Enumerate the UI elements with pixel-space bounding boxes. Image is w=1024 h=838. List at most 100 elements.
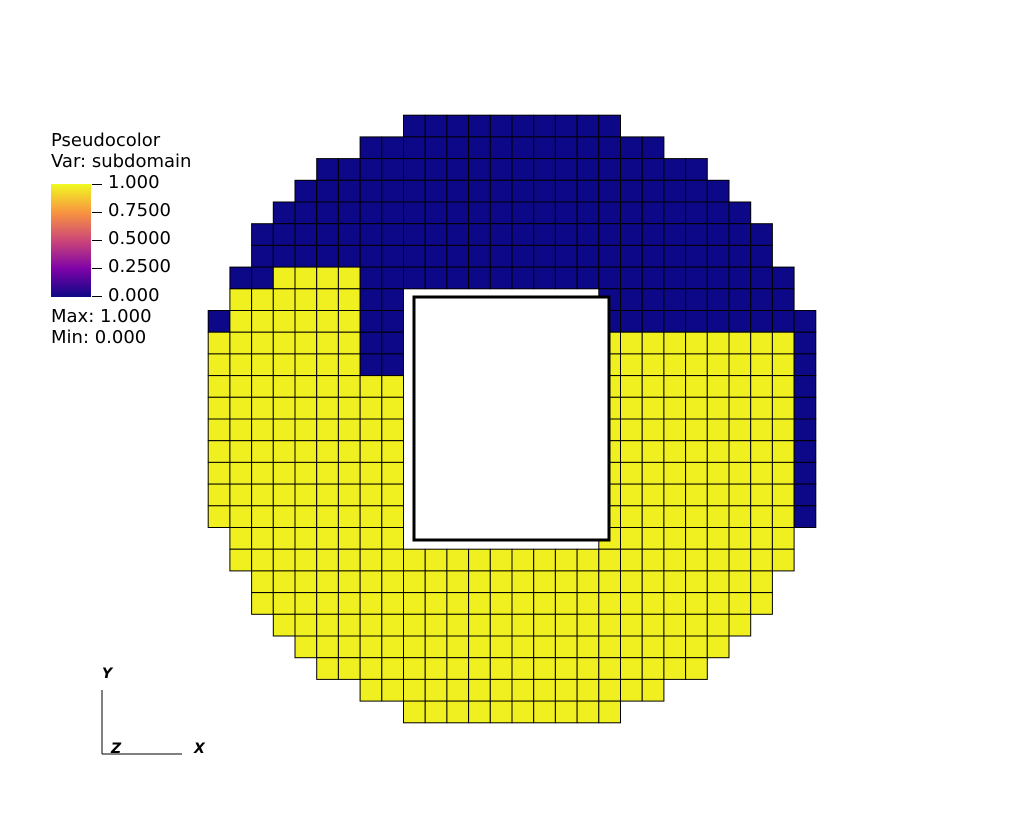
- mesh-cell: [446, 700, 470, 724]
- mesh-cell: [489, 592, 513, 615]
- mesh-cell: [489, 548, 513, 572]
- mesh-cell: [424, 266, 448, 290]
- mesh-cell: [576, 592, 600, 615]
- mesh-cell: [598, 136, 621, 160]
- mesh-cell: [424, 201, 448, 225]
- mesh-cell: [337, 223, 361, 246]
- mesh-cell: [554, 700, 578, 724]
- mesh-cell: [663, 570, 687, 594]
- mesh-cell: [641, 483, 665, 507]
- mesh-cell: [576, 136, 600, 160]
- mesh-cell: [381, 201, 404, 225]
- mesh-cell: [511, 136, 535, 160]
- mesh-cell: [381, 179, 404, 203]
- mesh-cell: [272, 548, 296, 572]
- mesh-cell: [359, 179, 383, 203]
- mesh-cell: [793, 461, 817, 485]
- mesh-cell: [533, 678, 556, 702]
- mesh-cell: [381, 483, 404, 507]
- mesh-cell: [641, 201, 665, 225]
- mesh-cell: [685, 244, 708, 268]
- colorbar-tick-label: 0.000: [108, 285, 160, 306]
- mesh-cell: [511, 179, 535, 203]
- mesh-cell: [554, 244, 578, 268]
- mesh-cell: [641, 461, 665, 485]
- mesh-cell: [620, 375, 643, 398]
- mesh-cell: [685, 288, 708, 311]
- mesh-cell: [403, 678, 426, 702]
- mesh-cell: [576, 700, 600, 724]
- mesh-cell: [685, 440, 708, 463]
- mesh-cell: [663, 505, 687, 528]
- mesh-cell: [403, 179, 426, 203]
- mesh-cell: [424, 179, 448, 203]
- mesh-cell: [750, 310, 773, 333]
- mesh-cell: [554, 114, 578, 138]
- mesh-cell: [468, 179, 491, 203]
- mesh-cell: [533, 223, 556, 246]
- mesh-cell: [316, 635, 339, 659]
- mesh-cell: [446, 592, 470, 615]
- mesh-cell: [511, 223, 535, 246]
- mesh-cell: [489, 244, 513, 268]
- mesh-cell: [294, 396, 318, 420]
- mesh-cell: [620, 179, 643, 203]
- mesh-cell: [554, 266, 578, 290]
- mesh-cell: [316, 570, 339, 594]
- mesh-cell: [489, 114, 513, 138]
- mesh-cell: [793, 418, 817, 442]
- mesh-cell: [554, 158, 578, 181]
- mesh-cell: [294, 570, 318, 594]
- mesh-cell: [359, 483, 383, 507]
- mesh-cell: [207, 461, 231, 485]
- mesh-cell: [468, 201, 491, 225]
- mesh-cell: [294, 418, 318, 442]
- mesh-cell: [403, 136, 426, 160]
- mesh-cell: [685, 331, 708, 355]
- mesh-cell: [424, 592, 448, 615]
- mesh-cell: [468, 678, 491, 702]
- mesh-cell: [359, 396, 383, 420]
- mesh-cell: [641, 418, 665, 442]
- mesh-cell: [229, 331, 253, 355]
- mesh-cell: [554, 570, 578, 594]
- mesh-cell: [446, 179, 470, 203]
- mesh-cell: [750, 440, 773, 463]
- mesh-cell: [641, 505, 665, 528]
- mesh-cell: [663, 657, 687, 680]
- mesh-cell: [685, 505, 708, 528]
- mesh-cell: [359, 635, 383, 659]
- mesh-cell: [685, 527, 708, 550]
- mesh-cells: [207, 114, 817, 724]
- mesh-cell: [620, 310, 643, 333]
- mesh-cell: [359, 592, 383, 615]
- mesh-cell: [337, 657, 361, 680]
- mesh-cell: [207, 440, 231, 463]
- mesh-cell: [489, 136, 513, 160]
- mesh-cell: [381, 244, 404, 268]
- mesh-cell: [381, 440, 404, 463]
- mesh-cell: [489, 201, 513, 225]
- mesh-cell: [381, 353, 404, 377]
- mesh-cell: [685, 635, 708, 659]
- mesh-cell: [750, 505, 773, 528]
- mesh-cell: [229, 483, 253, 507]
- mesh-cell: [793, 310, 817, 333]
- legend-min-label: Min: 0.000: [51, 327, 147, 348]
- mesh-cell: [446, 548, 470, 572]
- mesh-cell: [337, 592, 361, 615]
- mesh-cell: [685, 592, 708, 615]
- mesh-cell: [663, 592, 687, 615]
- mesh-cell: [337, 266, 361, 290]
- mesh-cell: [251, 375, 274, 398]
- mesh-cell: [337, 440, 361, 463]
- mesh-cell: [728, 613, 752, 637]
- mesh-cell: [663, 483, 687, 507]
- mesh-cell: [685, 158, 708, 181]
- mesh-cell: [641, 266, 665, 290]
- mesh-cell: [424, 114, 448, 138]
- mesh-cell: [706, 375, 730, 398]
- mesh-cell: [337, 461, 361, 485]
- mesh-cell: [576, 678, 600, 702]
- mesh-cell: [533, 570, 556, 594]
